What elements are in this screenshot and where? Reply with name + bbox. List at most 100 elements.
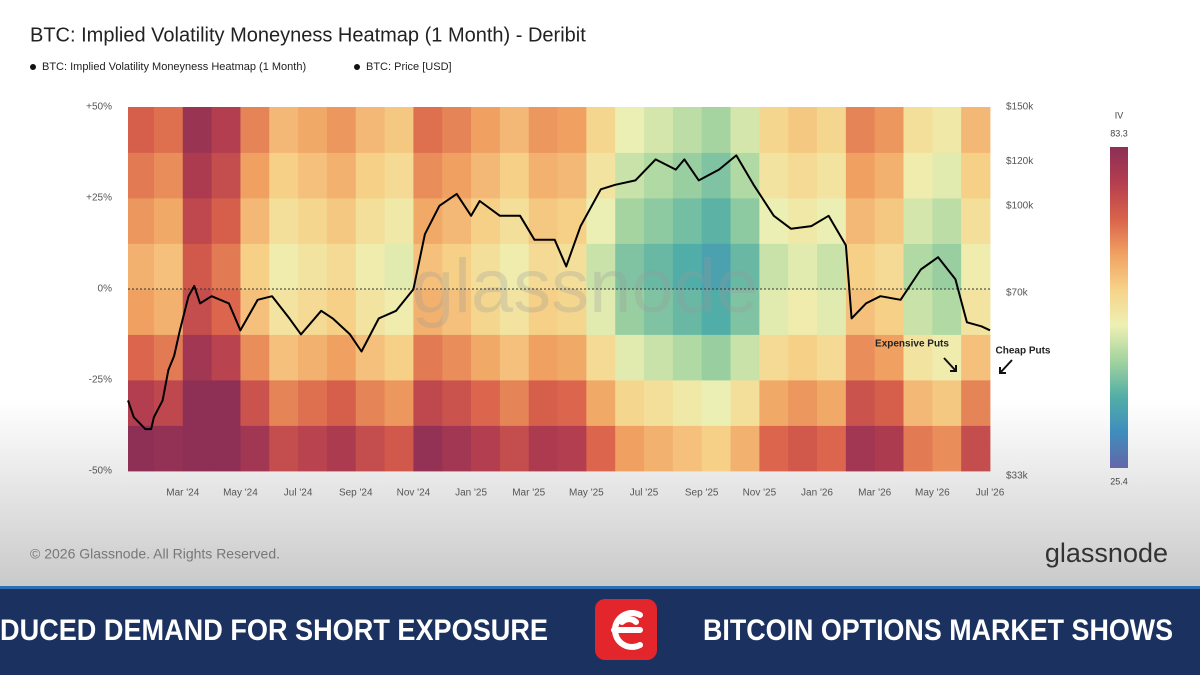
heat-cell: [817, 107, 847, 153]
heat-cell: [672, 243, 703, 290]
heat-cell: [672, 334, 703, 381]
heat-cell: [298, 107, 328, 153]
heat-cell: [298, 152, 328, 199]
heat-cell: [644, 425, 674, 472]
heat-cell: [442, 425, 472, 472]
heat-cell: [932, 152, 962, 199]
heat-cell: [499, 198, 530, 244]
y2-tick-label: $150k: [1006, 102, 1034, 113]
heat-cell: [413, 334, 443, 381]
y-tick-label: 0%: [98, 284, 113, 295]
heat-cell: [471, 334, 501, 381]
heat-cell: [557, 425, 587, 472]
heat-cell: [355, 289, 385, 335]
heat-cell: [903, 334, 933, 381]
heat-cell: [442, 334, 472, 381]
heat-cell: [672, 425, 703, 472]
heat-cell: [298, 334, 328, 381]
heat-cell: [845, 107, 876, 153]
heat-cell: [128, 380, 155, 426]
heat-cell: [240, 289, 270, 335]
heat-cell: [298, 198, 328, 244]
heat-cell: [384, 425, 414, 472]
heat-cell: [759, 425, 789, 472]
heat-cell: [326, 243, 357, 290]
heat-cell: [615, 425, 645, 472]
x-tick-label: May '25: [569, 488, 604, 499]
heat-cell: [961, 198, 991, 244]
heat-cell: [672, 380, 703, 426]
heat-cell: [874, 152, 904, 199]
heat-cell: [326, 334, 357, 381]
heat-cell: [499, 243, 530, 290]
heat-cell: [499, 380, 530, 426]
heat-cell: [817, 152, 847, 199]
colorbar-min: 25.4: [1110, 476, 1128, 486]
heat-cell: [672, 198, 703, 244]
x-tick-label: Nov '25: [743, 488, 777, 499]
heat-cell: [528, 380, 558, 426]
heat-cell: [182, 107, 213, 153]
heat-cell: [528, 243, 558, 290]
heat-cell: [586, 380, 616, 426]
heat-cell: [471, 425, 501, 472]
annotation-arrow: [999, 359, 1013, 374]
heat-cell: [961, 107, 991, 153]
heat-cell: [269, 243, 299, 290]
heat-cell: [528, 334, 558, 381]
x-tick-label: Jul '24: [284, 488, 313, 499]
heat-cell: [499, 425, 530, 472]
heat-cell: [586, 107, 616, 153]
heat-cell: [211, 334, 241, 381]
y2-tick-label: $120k: [1006, 156, 1034, 167]
heat-cell: [326, 107, 357, 153]
heat-cell: [644, 380, 674, 426]
heat-cell: [586, 243, 616, 290]
heat-cell: [298, 425, 328, 472]
heat-cell: [874, 425, 904, 472]
heat-cell: [442, 380, 472, 426]
heat-cell: [413, 289, 443, 335]
heat-cell: [932, 289, 962, 335]
heat-cell: [471, 152, 501, 199]
heat-cell: [442, 107, 472, 153]
heat-cell: [211, 289, 241, 335]
heat-cell: [182, 198, 213, 244]
heat-cell: [384, 198, 414, 244]
heat-cell: [759, 289, 789, 335]
heat-cell: [644, 152, 674, 199]
heat-cell: [903, 380, 933, 426]
heat-cell: [817, 425, 847, 472]
x-tick-label: Jul '26: [976, 488, 1005, 499]
banner-text: BITCOIN OPTIONS MARKET SHOWS: [703, 614, 1173, 647]
y2-tick-label: $33k: [1006, 471, 1029, 482]
heat-cell: [903, 425, 933, 472]
heat-cell: [499, 107, 530, 153]
heat-cell: [269, 380, 299, 426]
copyright: © 2026 Glassnode. All Rights Reserved.: [30, 546, 280, 562]
heat-cell: [701, 425, 731, 472]
x-tick-label: Jul '25: [630, 488, 659, 499]
heat-cell: [153, 425, 184, 472]
x-tick-label: Jan '26: [801, 488, 833, 499]
annotation-arrow: [943, 357, 957, 372]
heat-cell: [182, 425, 213, 472]
heat-cell: [499, 289, 530, 335]
heat-cell: [153, 380, 184, 426]
colorbar-label: IV: [1115, 110, 1124, 120]
heat-cell: [788, 380, 818, 426]
heat-cell: [615, 243, 645, 290]
heat-cell: [240, 425, 270, 472]
heat-cell: [153, 289, 184, 335]
heat-cell: [788, 107, 818, 153]
banner-text: DUCED DEMAND FOR SHORT EXPOSURE: [0, 614, 548, 647]
heat-cell: [240, 380, 270, 426]
heat-cell: [672, 289, 703, 335]
heat-cell: [442, 243, 472, 290]
heat-cell: [499, 334, 530, 381]
heat-cell: [730, 198, 760, 244]
heat-cell: [874, 198, 904, 244]
heat-cell: [528, 198, 558, 244]
heat-cell: [903, 243, 933, 290]
heat-cell: [730, 289, 760, 335]
